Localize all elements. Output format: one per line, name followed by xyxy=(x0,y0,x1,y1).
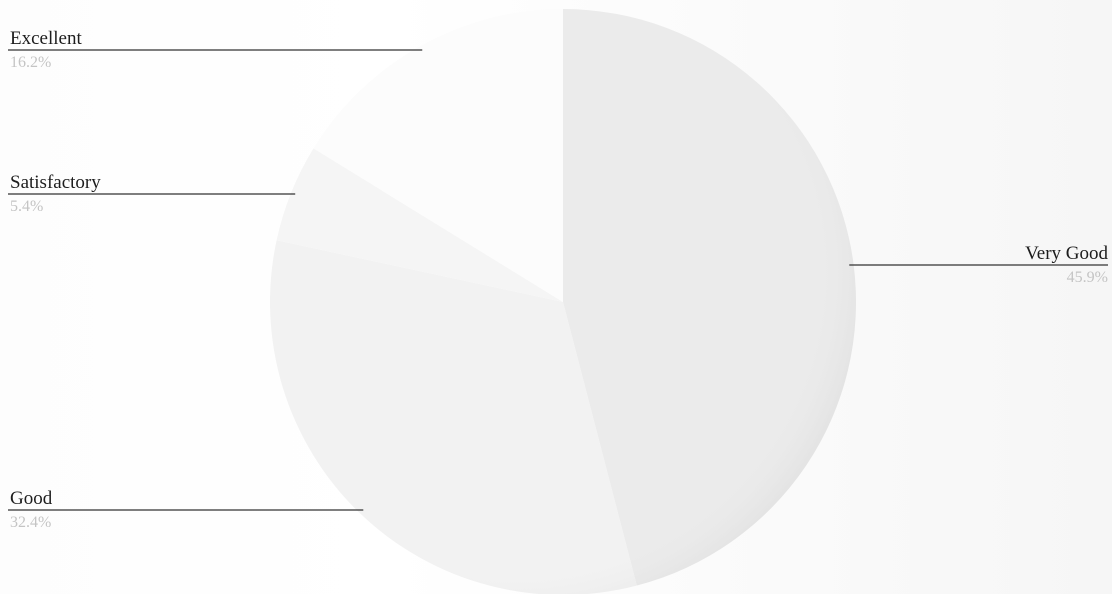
pie-edge-shading xyxy=(270,9,856,594)
slice-label-very-good: Very Good xyxy=(1025,243,1108,264)
slice-label-excellent: Excellent xyxy=(10,28,82,49)
slice-value-good: 32.4% xyxy=(10,514,51,531)
slice-label-satisfactory: Satisfactory xyxy=(10,172,101,193)
slice-labels: Very Good 45.9% Good 32.4% Satisfactory 5.4% E… xyxy=(8,28,1108,531)
slice-value-satisfactory: 5.4% xyxy=(10,198,43,215)
slice-value-very-good: 45.9% xyxy=(1067,269,1108,286)
slice-label-good: Good xyxy=(10,488,53,509)
slice-value-excellent: 16.2% xyxy=(10,54,51,71)
